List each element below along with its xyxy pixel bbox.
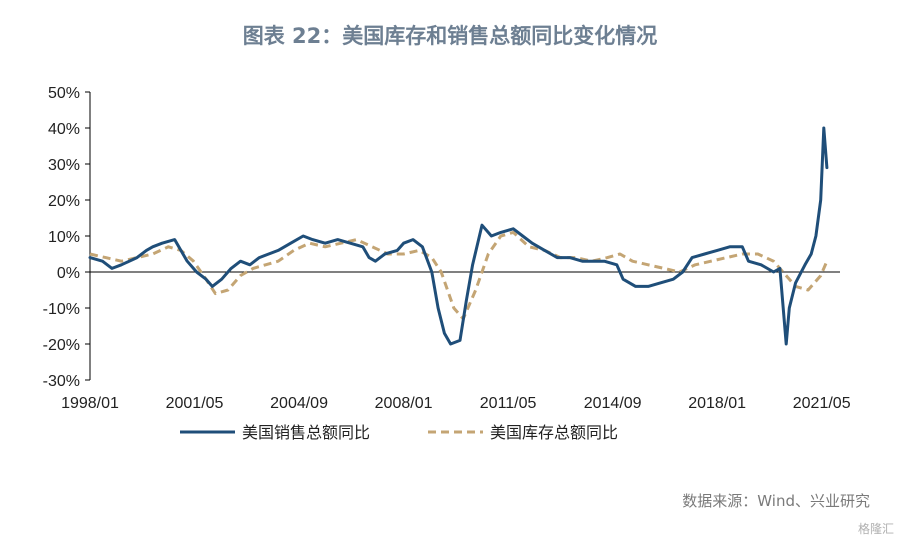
legend-item-inventory-label: 美国库存总额同比 — [490, 423, 618, 442]
x-tick-label: 2001/05 — [166, 395, 224, 412]
line-chart: -30% -20% -10% 0% 10% 20% 30% 40% 50% 1998/01 2001… — [43, 85, 851, 442]
x-tick-label: 2011/05 — [480, 395, 537, 412]
y-tick-label: 10% — [48, 229, 80, 246]
x-tick-label: 2021/05 — [793, 395, 851, 412]
chart-axes: -30% -20% -10% 0% 10% 20% 30% 40% 50% 1998/01 2001… — [43, 85, 851, 412]
x-tick-label: 2018/01 — [688, 395, 746, 412]
y-tick-label: -20% — [43, 337, 80, 354]
y-tick-label: 40% — [48, 121, 80, 138]
y-tick-label: 20% — [48, 193, 80, 210]
y-tick-label: -10% — [43, 301, 80, 318]
legend-item-sales-label: 美国销售总额同比 — [242, 423, 370, 442]
y-tick-label: 0% — [57, 265, 80, 282]
y-tick-label: 50% — [48, 85, 80, 102]
series-line-sales — [88, 126, 829, 346]
x-tick-label: 2008/01 — [375, 395, 433, 412]
source-note: 数据来源：Wind、兴业研究 — [682, 492, 870, 510]
series-line-inventory — [89, 230, 829, 321]
chart-series — [88, 126, 829, 346]
x-tick-label: 2014/09 — [584, 395, 642, 412]
y-tick-label: 30% — [48, 157, 80, 174]
x-tick-label: 1998/01 — [61, 395, 119, 412]
x-tick-label: 2004/09 — [270, 395, 328, 412]
page-title: 图表 22：美国库存和销售总额同比变化情况 — [242, 24, 658, 48]
watermark: 格隆汇 — [857, 522, 894, 536]
y-tick-label: -30% — [43, 373, 80, 390]
chart-legend: 美国销售总额同比 美国库存总额同比 — [180, 423, 618, 442]
